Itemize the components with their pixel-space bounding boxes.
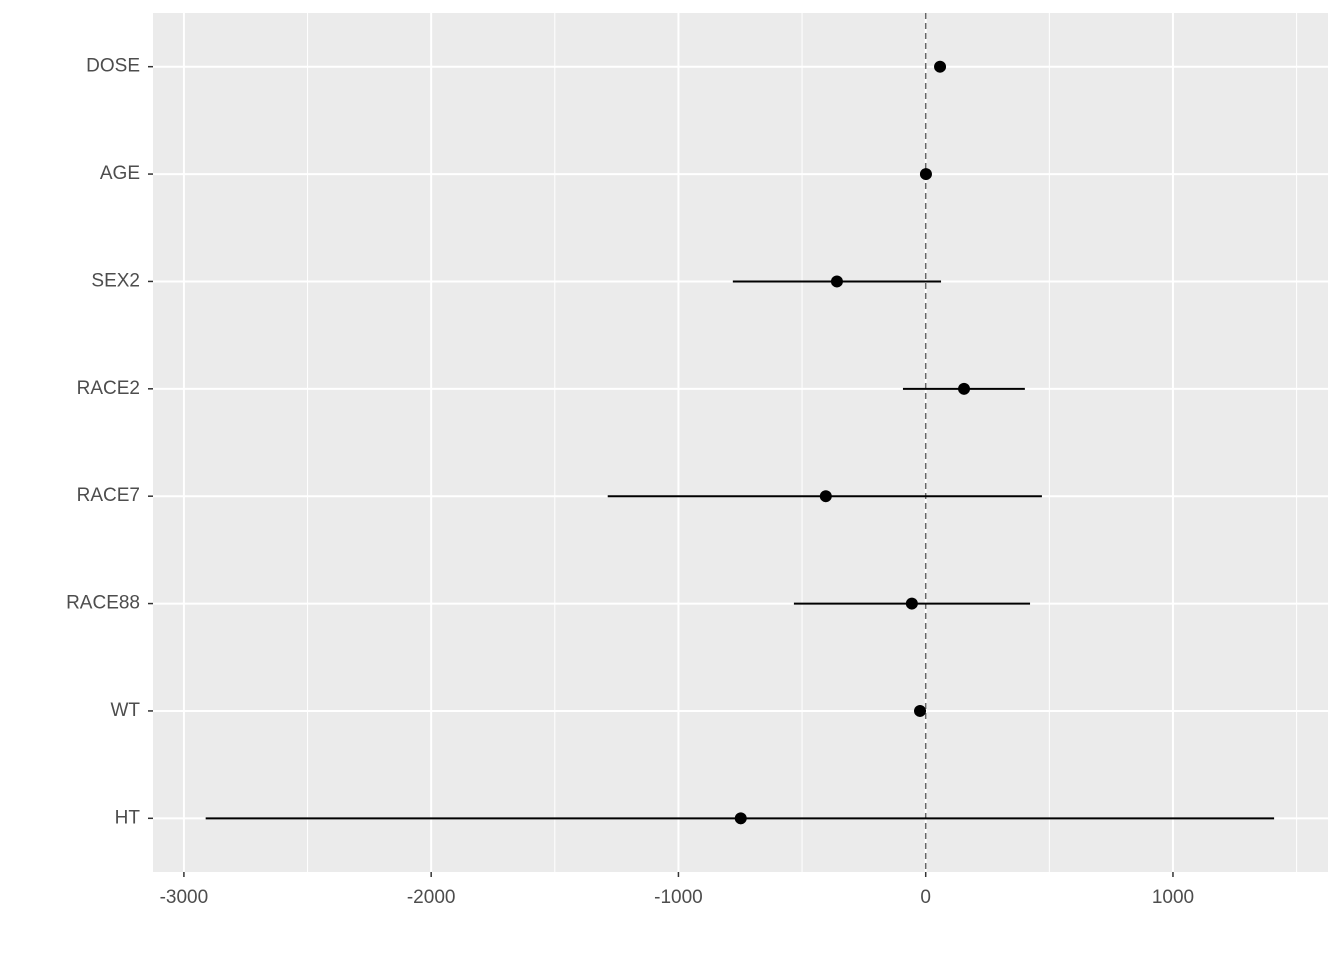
x-tick-label: -3000 bbox=[160, 887, 209, 908]
y-tick-label: RACE7 bbox=[77, 485, 140, 506]
y-tick-label: AGE bbox=[100, 163, 140, 184]
x-tick-label: 1000 bbox=[1152, 887, 1194, 908]
y-tick-label: SEX2 bbox=[91, 270, 140, 291]
y-tick-label: RACE88 bbox=[66, 593, 140, 614]
point bbox=[914, 704, 927, 717]
y-tick-label: HT bbox=[115, 807, 141, 828]
x-tick-label: 0 bbox=[920, 887, 931, 908]
x-tick-label: -2000 bbox=[407, 887, 456, 908]
point bbox=[958, 382, 971, 395]
y-tick-label: WT bbox=[110, 700, 140, 721]
y-tick-label: DOSE bbox=[86, 56, 140, 77]
point bbox=[830, 275, 843, 288]
point bbox=[934, 60, 947, 73]
point bbox=[819, 490, 832, 503]
point bbox=[905, 597, 918, 610]
point bbox=[919, 168, 932, 181]
x-tick-label: -1000 bbox=[654, 887, 703, 908]
y-tick-label: RACE2 bbox=[77, 378, 140, 399]
point bbox=[734, 812, 747, 825]
panel bbox=[153, 13, 1328, 872]
